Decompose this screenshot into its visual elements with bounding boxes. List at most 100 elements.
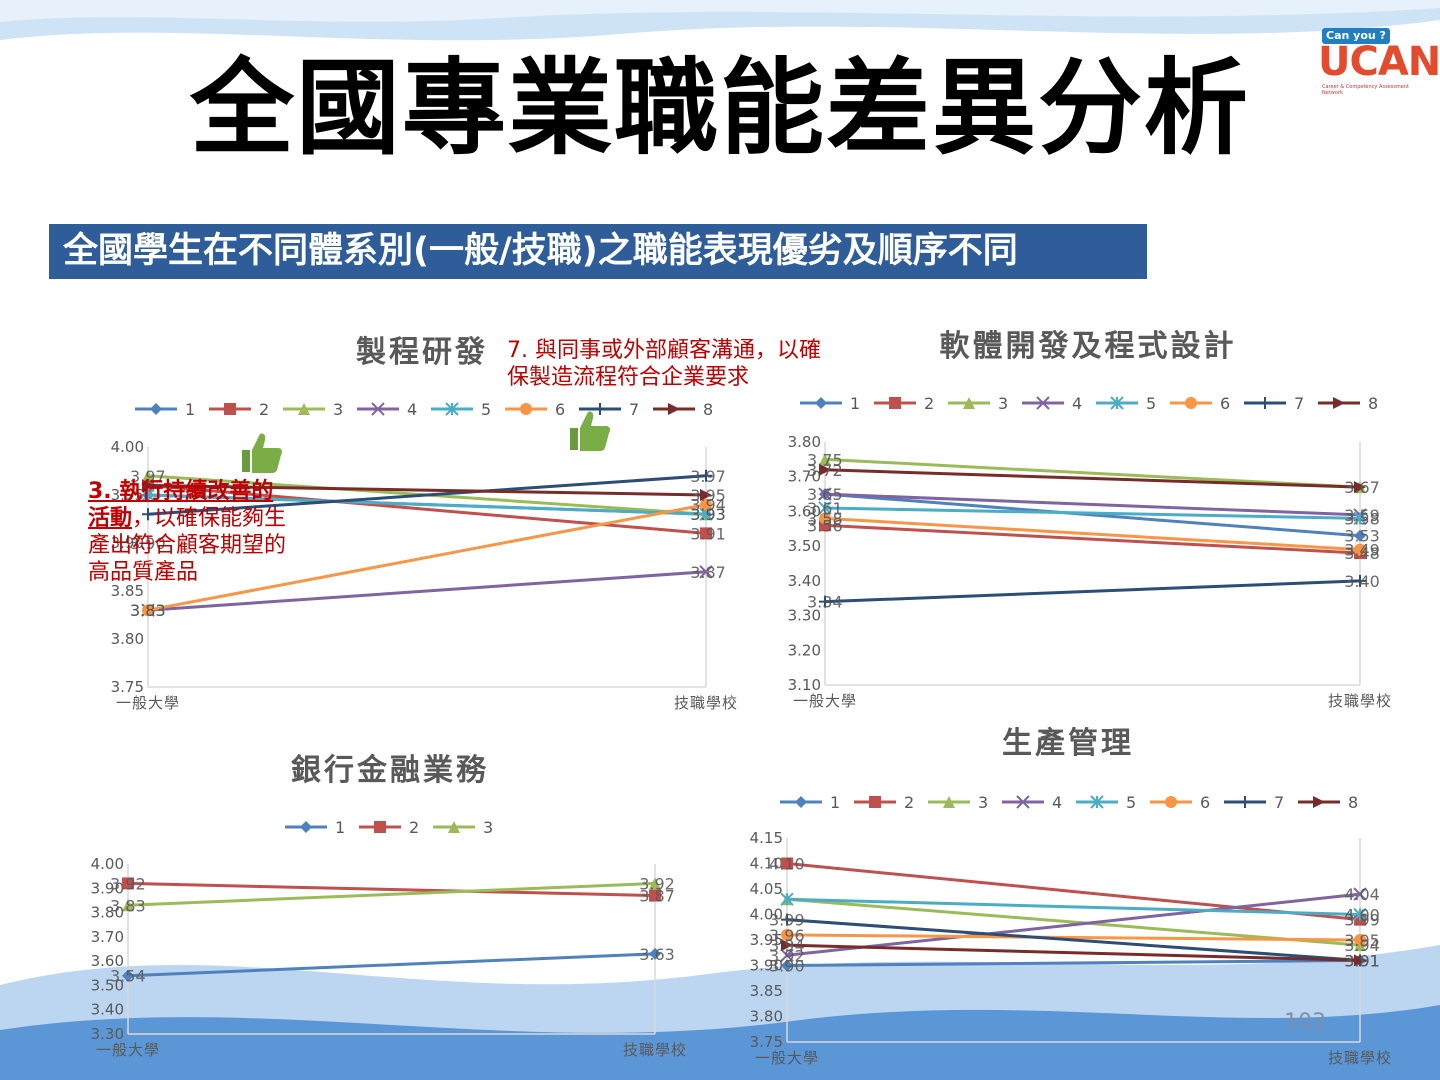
legend-entry: 7	[1244, 394, 1304, 413]
x-tick-label: 技職學校	[674, 694, 738, 712]
data-point	[1354, 574, 1366, 587]
legend-entry: 3	[433, 818, 493, 837]
data-point	[700, 498, 712, 511]
data-label: 3.59	[1344, 506, 1380, 525]
legend-entry: 1	[135, 400, 195, 419]
legend-label: 7	[1274, 793, 1284, 812]
series-5	[780, 892, 1367, 922]
chart-process: 製程研發 1 2 3 4 5 6 7 8 3.75 3.80 3.85 3.90 3.95 4.00 一般大學…	[111, 335, 738, 712]
legend-marker	[1036, 396, 1050, 410]
data-point	[818, 487, 832, 501]
annotation-bold: 3. 執行持續改善的活動	[88, 479, 274, 531]
series-8	[781, 939, 1366, 967]
x-tick-label: 一般大學	[793, 692, 857, 710]
series-7	[819, 574, 1366, 608]
y-tick-label: 3.80	[750, 1008, 783, 1026]
series-2	[781, 857, 1366, 926]
legend-marker	[1185, 397, 1197, 409]
legend-entry: 7	[579, 400, 639, 419]
data-label: 3.95	[1344, 931, 1380, 950]
legend-entry: 8	[653, 400, 713, 419]
series-8	[819, 463, 1366, 494]
data-point	[141, 488, 155, 502]
x-tick-label: 技職學校	[623, 1041, 687, 1059]
legend-marker	[520, 403, 532, 415]
chart-title: 軟體開發及程式設計	[940, 329, 1237, 364]
series-line	[127, 881, 656, 898]
y-tick-label: 3.50	[91, 976, 124, 994]
legend-marker	[889, 397, 901, 409]
series-line	[127, 952, 656, 978]
data-label: 3.94	[1344, 936, 1380, 955]
legend-label: 8	[1348, 793, 1358, 812]
legend-entry: 6	[505, 400, 565, 419]
data-point	[142, 469, 154, 482]
series-line	[147, 474, 707, 516]
chart-title: 銀行金融業務	[291, 753, 489, 788]
legend-label: 3	[998, 394, 1008, 413]
legend-marker	[1259, 397, 1271, 409]
data-label: 3.99	[769, 911, 805, 930]
legend-label: 4	[1072, 394, 1082, 413]
chart-production: 生產管理 1 2 3 4 5 6 7 8 3.75 3.80 3.85 3.90 3.95 4.00 4.05…	[750, 726, 1392, 1067]
series-line	[824, 516, 1361, 552]
legend-entry: 1	[285, 818, 345, 837]
legend-label: 5	[1126, 793, 1136, 812]
legend-entry: 2	[854, 793, 914, 812]
series-line	[786, 918, 1361, 962]
series-line	[147, 483, 707, 497]
series-5	[818, 501, 1367, 526]
y-tick-label: 3.85	[750, 982, 783, 1000]
data-label: 3.90	[769, 957, 805, 976]
legend-label: 4	[1052, 793, 1062, 812]
legend-entry: 3	[948, 394, 1008, 413]
data-label: 3.83	[110, 896, 146, 915]
y-tick-label: 3.70	[91, 928, 124, 946]
y-tick-label: 3.80	[788, 433, 821, 451]
legend-marker	[1239, 796, 1251, 808]
data-label: 3.40	[1344, 572, 1380, 591]
series-line	[824, 523, 1361, 555]
series-line	[786, 897, 1361, 916]
legend-entry: 4	[357, 400, 417, 419]
data-label: 3.87	[690, 563, 726, 582]
legend-entry: 5	[431, 400, 491, 419]
data-label: 3.92	[639, 874, 675, 893]
y-tick-label: 3.50	[788, 537, 821, 555]
thumbs-up-icon	[570, 411, 610, 451]
legend-marker	[445, 402, 459, 416]
data-point	[781, 939, 793, 952]
data-point	[142, 479, 154, 492]
series-6	[142, 498, 712, 617]
legend-marker	[224, 403, 236, 415]
data-label: 3.95	[690, 486, 726, 505]
y-tick-label: 3.40	[91, 1001, 124, 1019]
data-label: 3.53	[1344, 527, 1380, 546]
y-tick-label: 3.70	[788, 468, 821, 486]
chart-banking: 銀行金融業務 1 2 3 3.30 3.40 3.50 3.60 3.70 3.80 3.90 4.0…	[91, 753, 687, 1059]
legend-label: 1	[850, 394, 860, 413]
data-point	[700, 527, 712, 540]
data-point	[819, 453, 831, 466]
series-line	[824, 492, 1361, 517]
data-label: 3.48	[1344, 544, 1380, 563]
legend-label: 2	[904, 793, 914, 812]
legend-marker	[1333, 397, 1345, 409]
legend-entry: 8	[1318, 394, 1378, 413]
legend-marker	[594, 403, 606, 415]
data-point	[649, 947, 661, 960]
legend-marker	[1090, 795, 1104, 809]
data-label: 3.94	[690, 496, 726, 515]
legend-entry: 7	[1224, 793, 1284, 812]
x-tick-label: 技職學校	[1328, 1049, 1392, 1067]
y-tick-label: 3.95	[111, 486, 144, 504]
legend-entry: 5	[1076, 793, 1136, 812]
series-5	[141, 488, 713, 521]
series-line	[786, 897, 1361, 947]
data-point	[781, 857, 793, 870]
thumbs-up-icon	[242, 433, 282, 473]
data-label: 3.87	[639, 887, 675, 906]
x-tick-label: 一般大學	[116, 694, 180, 712]
legend-marker	[1016, 795, 1030, 809]
data-label: 3.83	[130, 601, 166, 620]
